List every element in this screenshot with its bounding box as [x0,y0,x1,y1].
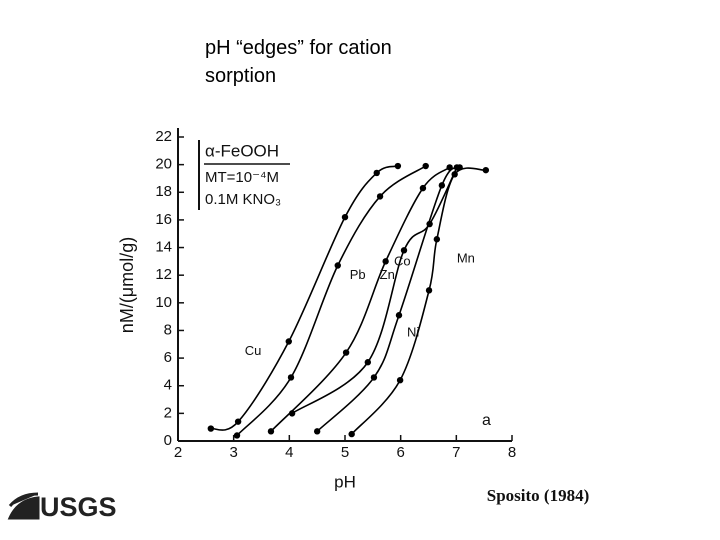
y-tick-label: 20 [155,156,172,173]
data-point [451,171,458,178]
annotation: α-FeOOH [205,141,279,160]
data-point [334,262,341,269]
y-tick-label: 12 [155,266,172,283]
series-label: Zn [380,267,395,282]
annotation: 0.1M KNO₃ [205,191,281,208]
y-tick-label: 4 [164,377,172,394]
y-tick-label: 2 [164,404,172,421]
data-point [422,162,429,170]
series-label: Co [394,254,411,269]
x-tick-label: 7 [452,444,460,461]
y-tick-label: 14 [155,239,172,256]
data-point [207,425,215,432]
data-point [433,236,441,243]
data-point [348,430,355,438]
data-point [395,312,403,319]
series-label: Mn [457,251,475,266]
legend-bar [198,140,200,210]
x-axis-label: pH [334,472,356,491]
data-point [287,374,295,381]
data-point [364,359,372,366]
series-label: Pb [350,267,366,282]
data-point [376,193,384,200]
series-label: Cu [245,343,262,358]
y-axis-label: nM/(μmol/g) [117,237,137,333]
data-point [267,428,275,435]
data-point [382,258,389,265]
series-line [270,166,451,432]
x-tick-label: 6 [396,444,404,461]
data-point [285,338,292,345]
y-tick-label: 0 [164,432,172,449]
data-point [234,418,242,425]
x-tick-label: 3 [229,444,237,461]
logo-icon [7,492,40,520]
data-point [341,213,349,221]
data-point [373,169,380,177]
data-point [394,162,402,170]
data-point [400,247,408,254]
data-point [288,410,296,417]
data-point [370,374,378,381]
x-tick-label: 2 [174,444,182,461]
source: Sposito (1984) [487,486,589,505]
data-point [342,349,350,356]
data-point [425,287,433,294]
data-point [396,377,404,384]
data-point [313,428,321,435]
y-tick-label: 18 [155,183,172,200]
y-tick-label: 6 [164,349,172,366]
x-tick-label: 4 [285,444,293,461]
logo: USGS [7,492,117,522]
panel-label: a [482,412,491,429]
data-point [438,182,446,189]
y-tick-label: 8 [164,321,172,338]
x-tick-label: 5 [341,444,349,461]
logo-text: USGS [40,492,117,522]
series-line [236,165,427,437]
y-tick-label: 10 [155,294,172,311]
data-point [482,166,490,174]
data-point [233,432,241,439]
series-line [291,167,458,415]
annotation: MT=10⁻⁴M [205,169,279,186]
y-tick-label: 22 [155,128,172,145]
x-tick-label: 8 [508,444,516,461]
y-tick-label: 16 [155,211,172,228]
data-point [419,184,427,192]
slide-title: pH “edges” for cation sorption [205,37,392,87]
